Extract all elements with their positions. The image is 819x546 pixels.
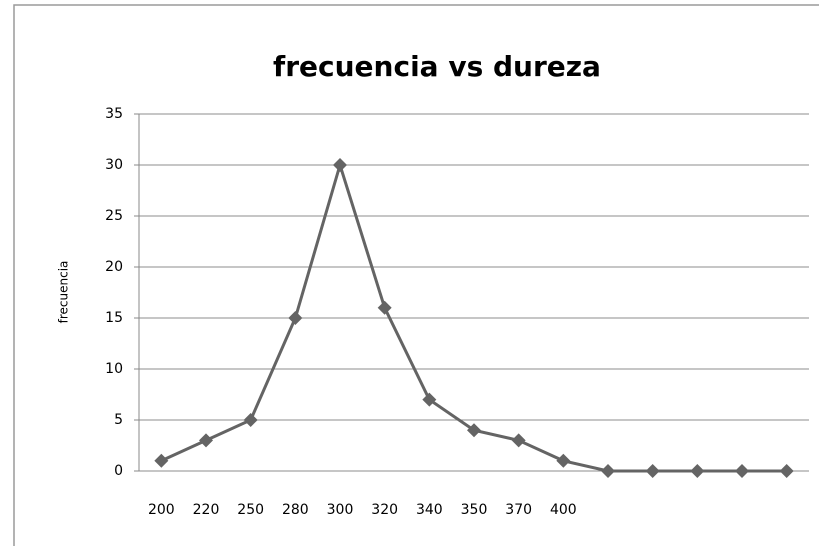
marker	[556, 453, 571, 468]
x-tick-label: 400	[550, 502, 577, 518]
x-tick-label: 250	[237, 502, 264, 518]
marker	[288, 311, 303, 325]
marker	[511, 433, 526, 448]
marker	[243, 413, 258, 427]
x-tick-label: 200	[148, 502, 175, 518]
marker	[199, 433, 213, 448]
x-tick-label: 280	[282, 502, 309, 518]
marker	[422, 392, 437, 407]
y-tick-label: 0	[114, 463, 123, 479]
y-tick-label: 35	[105, 106, 123, 122]
marker	[601, 464, 615, 478]
y-tick-label: 15	[105, 310, 123, 326]
marker	[779, 464, 794, 478]
x-tick-label: 370	[505, 502, 532, 518]
x-tick-label: 300	[327, 502, 354, 518]
marker	[645, 464, 660, 478]
y-tick-label: 5	[114, 412, 123, 428]
marker	[333, 158, 347, 172]
marker	[690, 464, 705, 478]
x-tick-label: 220	[193, 502, 220, 518]
marker	[377, 300, 392, 315]
marker	[467, 423, 481, 438]
marker	[154, 453, 169, 468]
x-tick-label: 350	[461, 502, 488, 518]
chart-title: frecuencia vs dureza	[273, 50, 601, 83]
y-tick-label: 30	[105, 157, 123, 173]
x-tick-label: 340	[416, 502, 443, 518]
y-tick-label: 20	[105, 259, 123, 275]
y-tick-label: 10	[105, 361, 123, 377]
y-tick-label: 25	[105, 208, 123, 224]
x-tick-label: 320	[371, 502, 398, 518]
marker	[735, 464, 749, 478]
chart-border	[13, 4, 819, 546]
y-axis-label: frecuencia	[57, 261, 71, 324]
